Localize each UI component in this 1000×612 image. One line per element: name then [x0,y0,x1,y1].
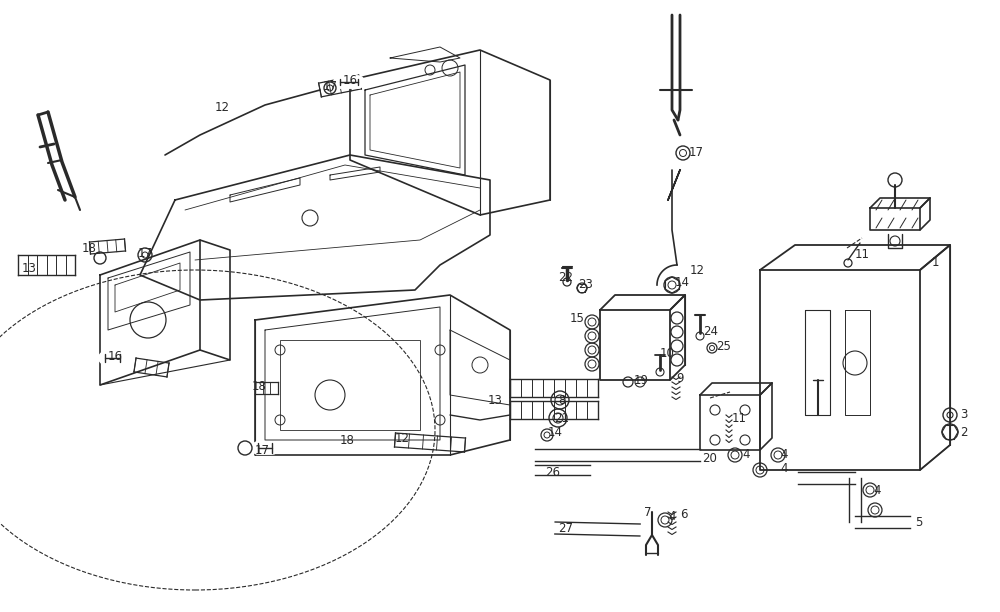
Text: 8: 8 [558,394,565,406]
Text: 12: 12 [690,264,705,277]
Text: 14: 14 [675,275,690,288]
Text: 12: 12 [215,100,230,113]
Text: 19: 19 [634,373,649,387]
Text: 4: 4 [780,449,787,461]
Text: 16: 16 [343,73,358,86]
Text: 26: 26 [545,466,560,479]
Text: 17: 17 [255,444,270,457]
Text: 17: 17 [323,80,338,92]
Text: 7: 7 [644,507,652,520]
Text: 23: 23 [578,277,593,291]
Text: 10: 10 [660,346,675,359]
Text: 2: 2 [960,425,967,439]
Text: 14: 14 [548,425,563,439]
Text: 20: 20 [702,452,717,465]
Text: 11: 11 [732,411,747,425]
Text: 9: 9 [676,371,684,384]
Text: 18: 18 [82,242,97,255]
Text: 17: 17 [689,146,704,159]
Text: 4: 4 [780,461,787,474]
Text: 24: 24 [703,324,718,337]
Text: 5: 5 [915,517,922,529]
Text: 1: 1 [932,255,939,269]
Text: 21: 21 [554,411,569,425]
Text: 13: 13 [22,261,37,275]
Text: 17: 17 [138,247,153,259]
Text: 22: 22 [558,271,573,283]
Text: 11: 11 [855,247,870,261]
Bar [280,340,420,430]
Text: 4: 4 [873,483,880,496]
Text: 16: 16 [108,351,123,364]
Text: 4: 4 [742,449,750,461]
Text: 18: 18 [340,433,355,447]
Text: 25: 25 [716,340,731,353]
Text: 3: 3 [960,408,967,420]
Text: 15: 15 [570,312,585,324]
Text: 4: 4 [668,510,676,523]
Text: 18: 18 [252,379,267,392]
Text: 27: 27 [558,521,573,534]
Text: 12: 12 [395,431,410,444]
Text: 6: 6 [680,507,688,520]
Text: 13: 13 [488,394,503,406]
